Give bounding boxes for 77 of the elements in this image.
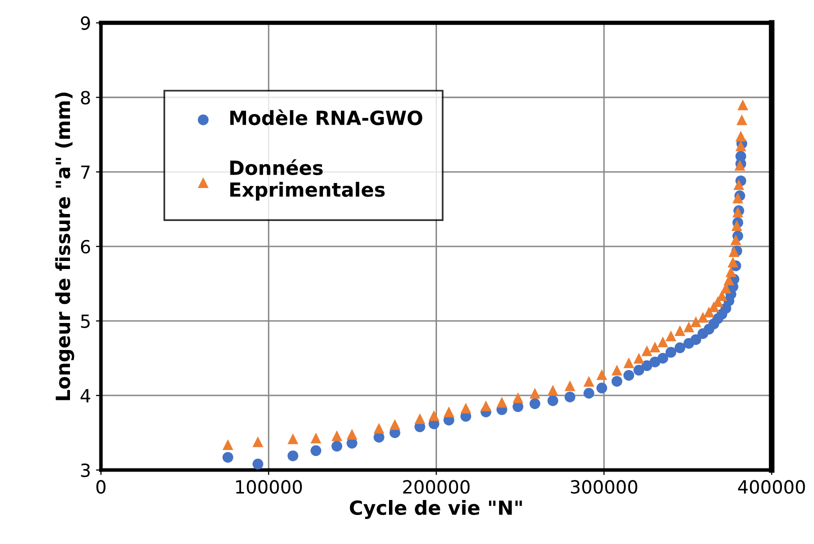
y-tick-label: 9 <box>80 16 90 30</box>
point <box>612 364 622 376</box>
point <box>374 422 384 434</box>
point <box>496 396 508 408</box>
x-tick-label: 0 <box>96 480 106 494</box>
point <box>530 388 540 399</box>
y-tick-label: 8 <box>80 90 90 104</box>
point <box>674 342 686 354</box>
legend-label: Données Exprimentales <box>230 159 385 201</box>
point <box>596 382 608 394</box>
x-tick-label: 400000 <box>738 480 805 494</box>
point <box>698 312 708 323</box>
point <box>331 440 342 452</box>
point <box>252 458 264 470</box>
point <box>564 380 576 392</box>
point <box>288 433 298 444</box>
point <box>733 179 744 190</box>
point <box>612 376 622 387</box>
point <box>657 336 668 348</box>
point <box>736 114 748 126</box>
point <box>650 356 660 368</box>
point <box>666 330 676 342</box>
point <box>726 266 736 278</box>
point <box>633 364 644 376</box>
point <box>730 234 742 246</box>
point <box>288 450 298 462</box>
point <box>690 316 702 328</box>
point <box>732 192 744 204</box>
point <box>674 325 686 336</box>
point <box>584 376 594 387</box>
point <box>650 342 660 352</box>
point <box>310 432 322 444</box>
point <box>222 439 234 450</box>
y-tick-label: 3 <box>81 463 90 478</box>
point <box>657 352 668 364</box>
point <box>728 246 740 258</box>
point <box>564 392 576 402</box>
point <box>530 398 540 410</box>
point <box>346 428 358 440</box>
y-tick-label: 6 <box>80 240 90 254</box>
point <box>690 334 702 345</box>
y-tick-label: 7 <box>81 166 90 179</box>
y-tick-label: 4 <box>80 389 90 402</box>
point <box>310 445 322 456</box>
point <box>735 140 746 152</box>
point <box>666 346 676 358</box>
point <box>728 256 738 268</box>
point <box>252 436 264 448</box>
point <box>547 395 558 406</box>
point <box>731 220 742 231</box>
point <box>623 357 634 368</box>
x-axis-title: Cycle de vie "N" <box>350 500 522 519</box>
point <box>460 402 472 414</box>
point <box>642 345 652 356</box>
point <box>444 406 454 418</box>
point <box>737 99 748 110</box>
y-axis-title: Longeur de fissure "a" (mm) <box>55 92 74 400</box>
point <box>512 392 524 404</box>
y-tick-label: 5 <box>81 314 90 328</box>
point <box>596 369 608 380</box>
point <box>547 384 558 396</box>
point <box>704 306 714 318</box>
point <box>633 352 644 364</box>
legend-label: Modèle RNA-GWO <box>230 109 422 126</box>
point <box>735 130 746 142</box>
x-tick-label: 300000 <box>570 480 638 494</box>
point <box>414 413 426 424</box>
x-tick-label: 100000 <box>236 480 302 494</box>
point <box>683 322 694 332</box>
point <box>584 388 594 399</box>
point <box>390 419 400 430</box>
point <box>222 452 234 463</box>
point <box>428 410 440 421</box>
x-tick-label: 200000 <box>403 480 470 494</box>
point <box>480 400 492 412</box>
point <box>331 430 342 442</box>
point <box>623 370 634 381</box>
